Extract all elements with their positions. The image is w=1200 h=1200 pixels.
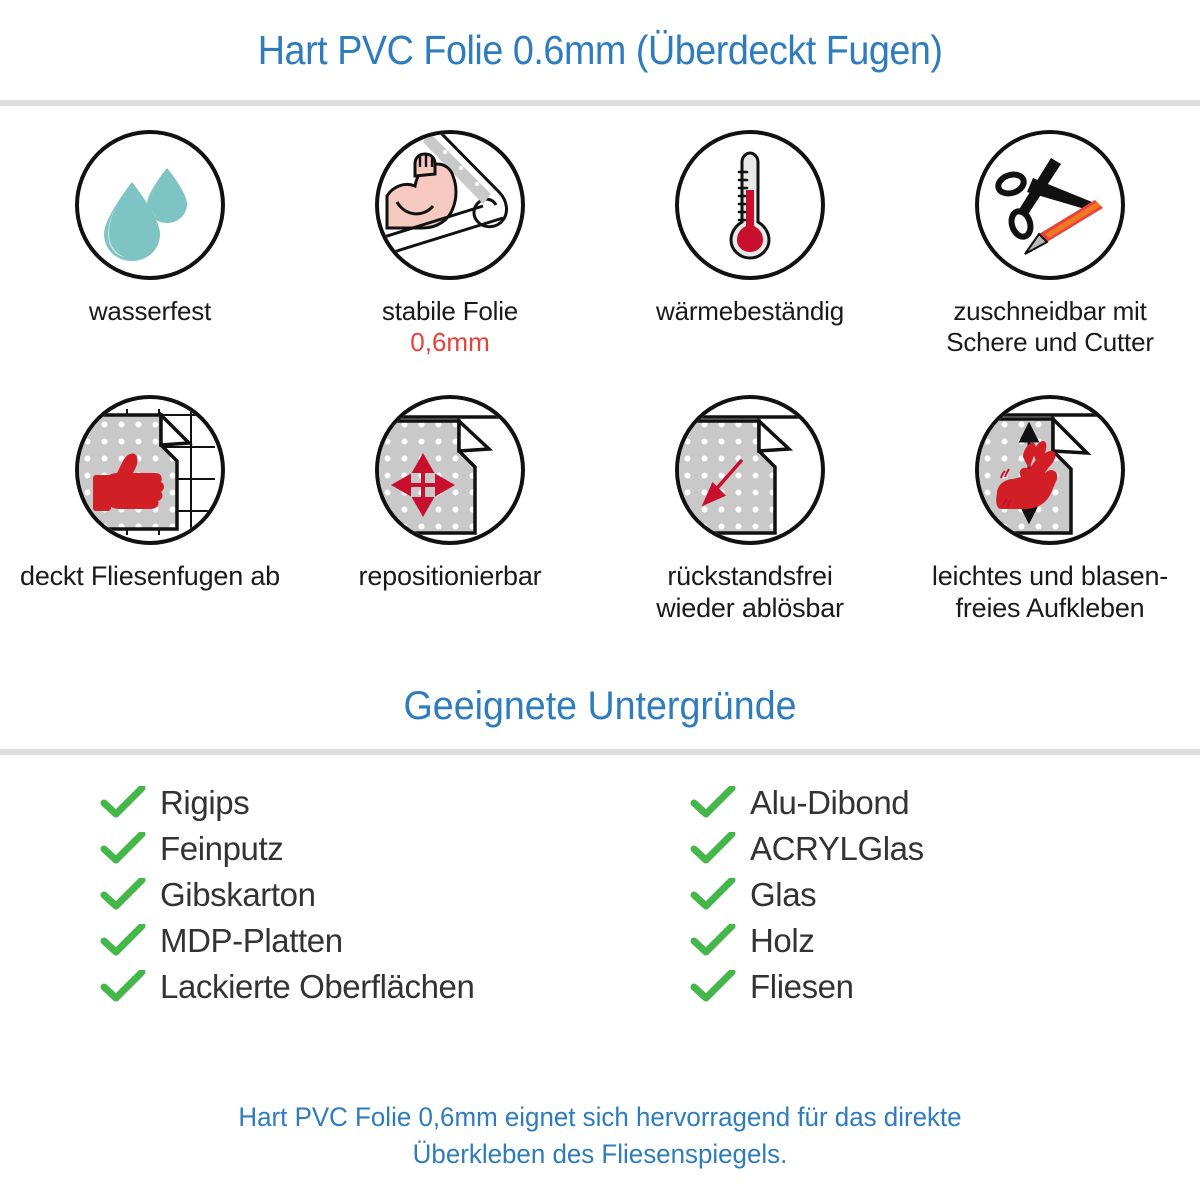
- feature-zuschneidbar: zuschneidbar mit Schere und Cutter: [900, 130, 1200, 357]
- list-item: Alu-Dibond: [690, 781, 1200, 825]
- list-item: Fliesen: [690, 965, 1200, 1009]
- feature-row-1: wasserfest: [0, 130, 1200, 357]
- check-icon: [690, 876, 736, 912]
- list-item-label: MDP-Platten: [160, 922, 343, 960]
- list-item: Holz: [690, 919, 1200, 963]
- list-item-label: ACRYLGlas: [750, 830, 924, 868]
- feature-grid: wasserfest: [0, 106, 1200, 625]
- thumbs-up-film-icon: [75, 395, 225, 546]
- feature-stabile-folie: stabile Folie 0,6mm: [300, 130, 600, 357]
- flexing-muscle-film-icon: [375, 130, 525, 280]
- list-item-label: Fliesen: [750, 968, 854, 1006]
- list-item: Rigips: [100, 781, 600, 825]
- four-way-arrow-film-icon: [375, 395, 525, 546]
- check-icon: [100, 922, 146, 958]
- feature-sublabel: 0,6mm: [410, 326, 490, 357]
- list-item: Feinputz: [100, 827, 600, 871]
- check-icon: [100, 830, 146, 866]
- check-icon: [100, 968, 146, 1004]
- list-item: MDP-Platten: [100, 919, 600, 963]
- feature-repositionierbar: repositionierbar: [300, 395, 600, 625]
- list-item-label: Feinputz: [160, 830, 284, 868]
- check-icon: [100, 876, 146, 912]
- check-icon: [690, 784, 736, 820]
- checklist-left-column: Rigips Feinputz Gibskarton MDP-Platten L…: [0, 781, 600, 1011]
- check-icon: [690, 922, 736, 958]
- subheading-title: Geeignete Untergründe: [403, 683, 797, 728]
- feature-label: repositionierbar: [358, 561, 542, 592]
- list-item-label: Glas: [750, 876, 817, 914]
- feature-label: stabile Folie: [381, 296, 519, 326]
- feature-label: rückstandsfrei wieder ablösbar: [656, 561, 844, 624]
- smoothing-hand-film-icon: [975, 395, 1125, 546]
- list-item-label: Lackierte Oberflächen: [160, 968, 475, 1006]
- footer-note: Hart PVC Folie 0,6mm eignet sich hervorr…: [238, 1102, 962, 1169]
- feature-rueckstandsfrei-abloesbar: rückstandsfrei wieder ablösbar: [600, 395, 900, 625]
- list-item: Gibskarton: [100, 873, 600, 917]
- feature-label: deckt Fliesenfugen ab: [20, 561, 280, 592]
- feature-label: zuschneidbar mit Schere und Cutter: [946, 296, 1154, 357]
- thermometer-icon: [675, 130, 825, 280]
- header: Hart PVC Folie 0.6mm (Überdeckt Fugen): [0, 0, 1200, 100]
- header-divider: [0, 100, 1200, 106]
- check-icon: [690, 968, 736, 1004]
- list-item-label: Rigips: [160, 784, 250, 822]
- suitable-surfaces-lists: Rigips Feinputz Gibskarton MDP-Platten L…: [0, 755, 1200, 1011]
- check-icon: [100, 784, 146, 820]
- list-item-label: Alu-Dibond: [750, 784, 910, 822]
- peel-arrow-film-icon: [675, 395, 825, 546]
- feature-wasserfest: wasserfest: [0, 130, 300, 357]
- list-item: Lackierte Oberflächen: [100, 965, 600, 1009]
- feature-label: wasserfest: [88, 296, 212, 326]
- page-title: Hart PVC Folie 0.6mm (Überdeckt Fugen): [257, 26, 943, 73]
- feature-leichtes-aufkleben: leichtes und blasen- freies Aufkleben: [900, 395, 1200, 625]
- water-drops-icon: [75, 130, 225, 280]
- scissors-cutter-icon: [975, 130, 1125, 280]
- list-item-label: Gibskarton: [160, 876, 316, 914]
- feature-deckt-fliesenfugen-ab: deckt Fliesenfugen ab: [0, 395, 300, 625]
- subheading-section: Geeignete Untergründe: [0, 663, 1200, 749]
- checklist-right-column: Alu-Dibond ACRYLGlas Glas Holz Fliesen: [600, 781, 1200, 1011]
- feature-label: wärmebeständig: [656, 296, 844, 326]
- feature-row-2: deckt Fliesenfugen ab: [0, 395, 1200, 625]
- list-item-label: Holz: [750, 922, 815, 960]
- subheading-divider: [0, 749, 1200, 756]
- feature-label: leichtes und blasen- freies Aufkleben: [931, 561, 1169, 624]
- list-item: ACRYLGlas: [690, 827, 1200, 871]
- check-icon: [690, 830, 736, 866]
- list-item: Glas: [690, 873, 1200, 917]
- feature-waermebestaendig: wärmebeständig: [600, 130, 900, 357]
